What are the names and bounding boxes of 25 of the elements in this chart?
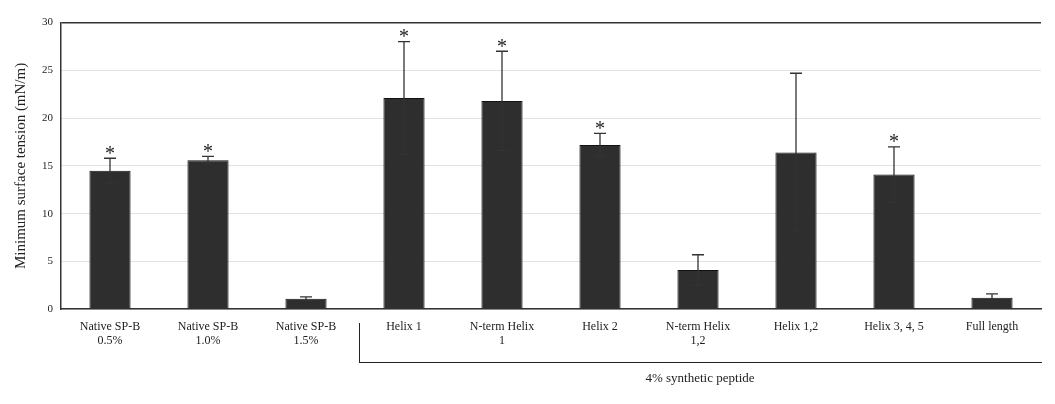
x-tick-label: N-term Helix 1,2 (665, 318, 731, 347)
data-label: * (399, 24, 409, 47)
data-label: * (595, 116, 605, 139)
x-tick-label: Native SP-B 1.0% (177, 318, 239, 347)
x-tick-label: Helix 2 (582, 318, 618, 333)
y-tick-label: 25 (42, 63, 54, 76)
x-tick-label: Helix 1,2 (773, 318, 819, 333)
y-tick-label: 0 (47, 302, 54, 315)
y-tick-label: 10 (42, 206, 54, 219)
x-tick-label: Full length (965, 318, 1019, 333)
data-label: * (105, 141, 115, 164)
y-tick-label: 5 (47, 254, 54, 267)
x-tick-label: Native SP-B 1.5% (275, 318, 337, 347)
text: 4% synthetic peptide (644, 370, 756, 386)
data-label: * (203, 139, 213, 162)
y-tick-label: 15 (42, 158, 54, 171)
y-axis-title: Minimum surface tension (mN/m) (11, 62, 29, 270)
data-label: * (889, 130, 899, 153)
x-tick-label: Helix 3, 4, 5 (864, 318, 924, 333)
y-tick-label: 20 (42, 111, 54, 124)
x-tick-label: Helix 1 (386, 318, 422, 333)
y-tick-label: 30 (42, 15, 54, 28)
x-tick-label: N-term Helix 1 (469, 318, 535, 347)
x-tick-label: Native SP-B 0.5% (79, 318, 141, 347)
data-label: * (497, 34, 507, 57)
